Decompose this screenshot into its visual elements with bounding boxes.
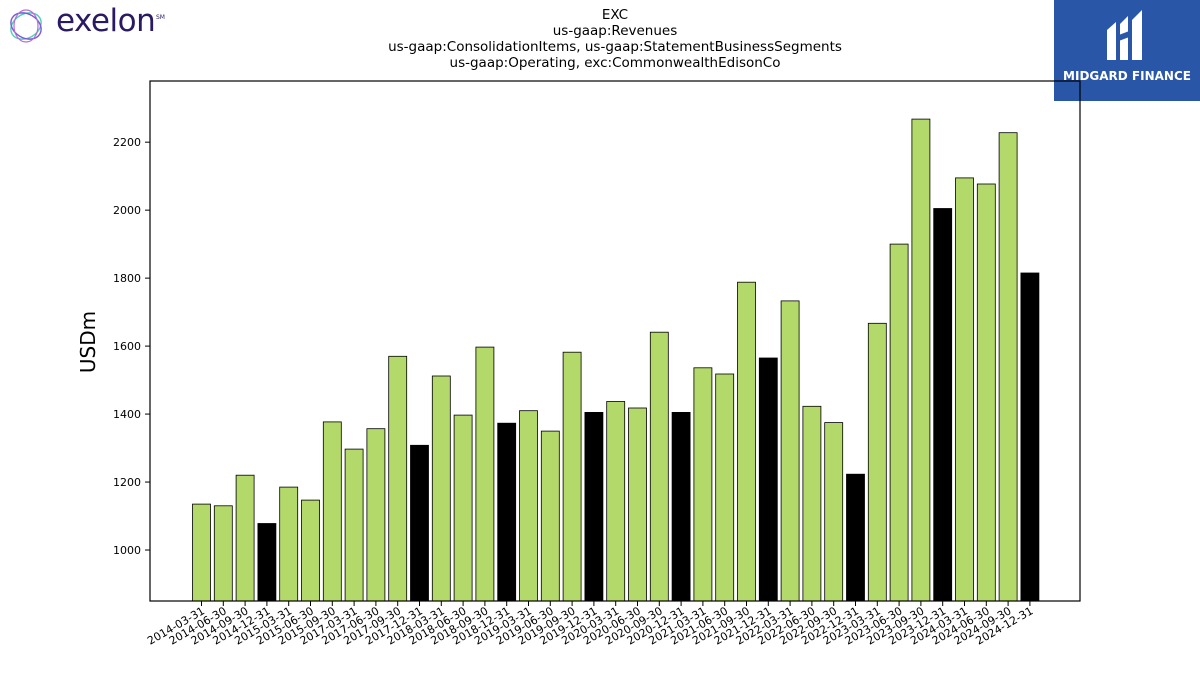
midgard-emblem-icon (1107, 10, 1142, 60)
y-tick-label: 1200 (113, 476, 141, 489)
title-line-axis: us-gaap:ConsolidationItems, us-gaap:Stat… (388, 39, 842, 55)
bar (279, 486, 299, 602)
bar (453, 414, 473, 602)
y-tick-label: 1800 (113, 272, 141, 285)
exelon-logo: exelon SM (4, 3, 174, 48)
bar (257, 523, 277, 602)
bar (475, 346, 495, 602)
plot-frame (149, 80, 1081, 602)
bar (628, 407, 647, 602)
service-mark: SM (156, 14, 165, 21)
chart-title: EXC us-gaap:Revenues us-gaap:Consolidati… (250, 7, 980, 71)
y-tick-label: 2000 (113, 204, 141, 217)
bar (235, 474, 255, 602)
bar (410, 444, 429, 602)
bar (192, 503, 211, 602)
y-tick-label: 1400 (113, 408, 141, 421)
bar (344, 448, 364, 602)
bar (584, 411, 604, 602)
bar (780, 300, 800, 602)
bar (802, 405, 822, 602)
bar (889, 243, 909, 602)
y-tick-label: 1600 (113, 340, 141, 353)
y-tick-label: 2200 (113, 136, 141, 149)
bar (998, 132, 1018, 602)
bar (955, 177, 974, 602)
exelon-wordmark: exelon (56, 3, 156, 39)
bar (519, 410, 538, 602)
midgard-brand-text: MIDGARD FINANCE (1063, 69, 1191, 83)
bar (322, 421, 342, 602)
bar (976, 183, 996, 602)
bar (649, 331, 669, 602)
bar (431, 375, 451, 602)
bar (606, 401, 626, 602)
title-line-ticker: EXC (601, 7, 629, 23)
bar (388, 355, 408, 602)
bar (846, 473, 865, 602)
bar (911, 118, 931, 602)
bar (497, 422, 517, 602)
bar (540, 430, 560, 602)
bar (366, 428, 386, 602)
bar (715, 373, 735, 602)
bar (671, 411, 691, 602)
bar (1020, 272, 1040, 602)
exelon-swirl-icon (10, 9, 42, 43)
bar (867, 322, 887, 602)
y-axis-label: USDm (76, 311, 100, 373)
y-tick-label: 1000 (113, 544, 141, 557)
bar (213, 505, 233, 602)
title-line-concept: us-gaap:Revenues (552, 23, 678, 39)
bar (824, 422, 844, 602)
bar (758, 357, 778, 602)
bar (737, 281, 756, 602)
bar (933, 208, 953, 602)
bar (562, 351, 582, 602)
title-line-members: us-gaap:Operating, exc:CommonwealthEdiso… (449, 55, 781, 71)
midgard-logo: MIDGARD FINANCE (1054, 0, 1200, 101)
bar (693, 367, 713, 602)
bar (301, 499, 320, 602)
